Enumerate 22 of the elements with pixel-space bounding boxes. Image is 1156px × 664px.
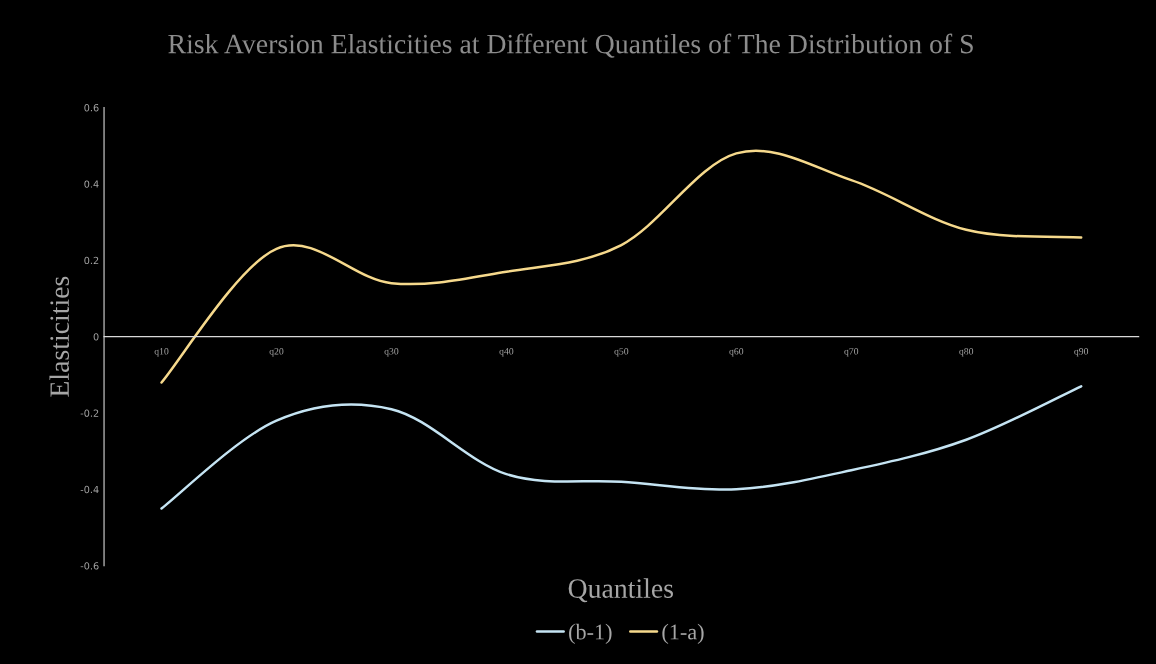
- x-tick-label: q10: [154, 348, 169, 357]
- y-tick-label: -0.2: [80, 409, 99, 417]
- y-tick-label: 0.4: [84, 180, 99, 188]
- x-tick-label: q80: [959, 348, 974, 357]
- legend-label: (b-1): [569, 623, 612, 644]
- x-tick-label: q40: [499, 348, 514, 357]
- y-tick-label: -0.6: [80, 562, 99, 570]
- x-tick-label: q70: [844, 348, 859, 357]
- x-tick-label: q60: [729, 348, 744, 357]
- y-tick-label: -0.4: [80, 485, 99, 494]
- y-tick-label: 0: [93, 333, 99, 341]
- y-axis-title: Elasticities: [49, 276, 70, 397]
- x-tick-label: q90: [1074, 348, 1089, 357]
- x-tick-label: q30: [384, 348, 399, 357]
- legend-label: (1-a): [662, 623, 704, 644]
- y-tick-label: 0.6: [84, 104, 99, 112]
- x-axis-title: Quantiles: [568, 578, 673, 603]
- x-tick-label: q50: [614, 348, 629, 357]
- chart-title: Risk Aversion Elasticities at Different Quantiles of The Distribution of S: [168, 33, 973, 58]
- line-series: [160, 385, 1083, 510]
- x-tick-label: q20: [269, 348, 284, 357]
- y-tick-label: 0.2: [84, 256, 99, 265]
